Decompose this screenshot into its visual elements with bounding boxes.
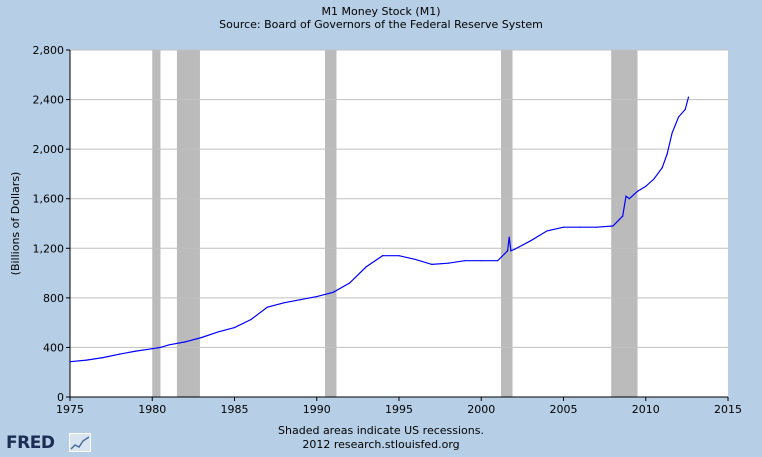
data-point <box>233 327 236 329</box>
y-tick-label: 2,800 <box>33 44 65 57</box>
recession-band <box>176 50 200 397</box>
chart-subtitle: Source: Board of Governors of the Federa… <box>219 18 543 31</box>
y-axis-label: (Billions of Dollars) <box>9 172 22 276</box>
x-tick-label: 1980 <box>138 403 166 416</box>
data-point <box>85 359 88 361</box>
chart-title: M1 Money Stock (M1) <box>321 5 441 18</box>
mini-chart-icon <box>70 436 90 450</box>
data-point <box>497 260 499 262</box>
data-point <box>687 96 690 98</box>
data-point <box>480 260 482 262</box>
data-point <box>266 306 268 308</box>
data-point <box>431 263 433 265</box>
data-point <box>168 344 170 346</box>
data-point <box>349 282 351 284</box>
recession-note: Shaded areas indicate US recessions. <box>278 424 484 437</box>
recession-band <box>324 50 337 397</box>
data-point <box>508 236 510 238</box>
y-tick-label: 0 <box>57 391 64 404</box>
x-tick-label: 1990 <box>303 403 331 416</box>
y-tick-label: 1,200 <box>33 242 65 255</box>
data-point <box>135 350 137 352</box>
data-point <box>661 167 663 169</box>
data-point <box>671 132 673 134</box>
data-point <box>398 255 400 257</box>
data-point <box>102 356 104 359</box>
data-point <box>546 230 548 232</box>
data-point <box>678 116 680 118</box>
fred-logo: FRED <box>6 433 55 453</box>
data-point <box>447 262 449 264</box>
data-point <box>625 195 627 197</box>
data-point <box>283 302 285 304</box>
data-point <box>628 198 630 200</box>
data-point <box>316 296 318 298</box>
x-tick-label: 1995 <box>385 403 413 416</box>
x-tick-label: 2015 <box>714 403 742 416</box>
y-tick-label: 2,400 <box>33 94 65 107</box>
y-tick-label: 800 <box>43 292 64 305</box>
y-tick-label: 400 <box>43 341 64 354</box>
data-point <box>118 353 120 355</box>
data-point <box>184 341 186 343</box>
data-point <box>666 153 668 155</box>
recession-band <box>500 50 513 397</box>
data-point <box>562 226 565 228</box>
data-point <box>414 258 417 261</box>
x-tick-label: 1975 <box>56 403 84 416</box>
data-point <box>510 250 512 252</box>
data-point <box>612 225 614 227</box>
credit-text: 2012 research.stlouisfed.org <box>302 438 460 451</box>
data-point <box>332 291 334 293</box>
data-point <box>381 255 384 257</box>
data-point <box>595 226 598 228</box>
y-tick-label: 2,000 <box>33 143 65 156</box>
data-point <box>365 266 367 268</box>
chart-logo-icon <box>69 433 91 452</box>
data-point <box>69 361 71 363</box>
series-line <box>69 96 690 363</box>
data-point <box>653 178 655 180</box>
data-point <box>159 346 162 349</box>
data-point <box>201 336 203 339</box>
data-point <box>645 185 647 187</box>
data-point <box>464 260 466 262</box>
x-tick-label: 2005 <box>550 403 578 416</box>
x-tick-label: 2010 <box>632 403 660 416</box>
x-tick-label: 1985 <box>221 403 249 416</box>
data-point <box>579 226 581 228</box>
data-point <box>513 248 515 251</box>
data-point <box>250 318 252 321</box>
y-tick-label: 1,600 <box>33 193 65 206</box>
data-point <box>622 215 624 217</box>
recession-band <box>152 50 161 397</box>
data-point <box>299 299 301 301</box>
data-point <box>530 240 532 242</box>
data-point <box>506 250 509 252</box>
x-tick-label: 2000 <box>467 403 495 416</box>
data-point <box>217 331 219 333</box>
data-point <box>151 348 153 350</box>
data-point <box>636 190 639 192</box>
data-point <box>684 108 686 111</box>
